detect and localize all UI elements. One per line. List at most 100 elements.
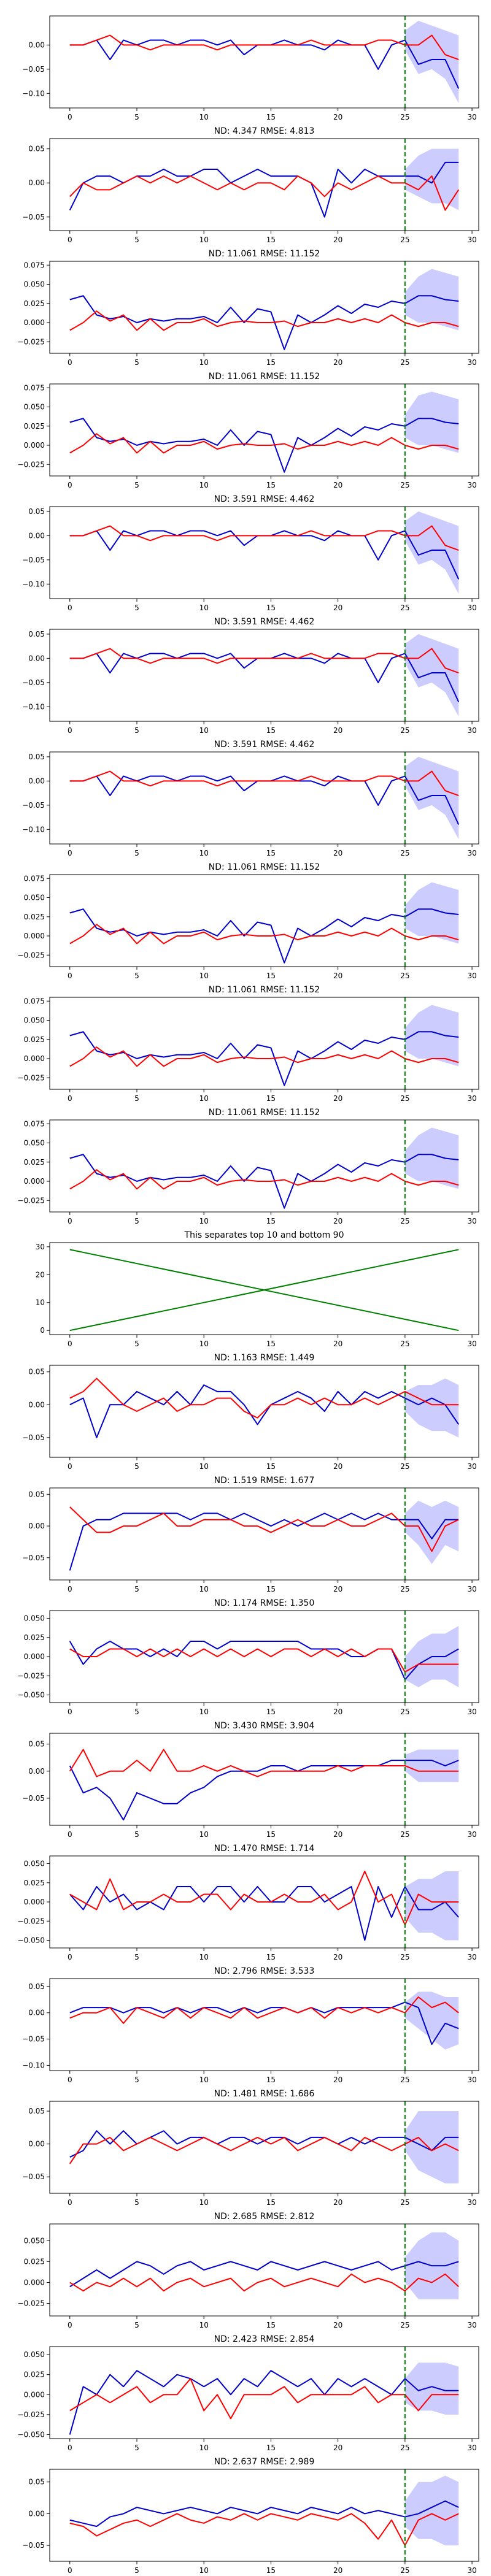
axes-frame [49,2223,479,2317]
chart-title: ND: 1.519 RMSE: 1.677 [214,1476,315,1485]
x-tick-label: 25 [400,113,409,121]
plot-area [69,384,459,476]
axes-frame [49,1119,479,1213]
x-tick-label: 0 [68,1585,72,1593]
plot-area [69,2469,459,2561]
series-line-red [69,770,459,796]
x-tick-label: 15 [266,1708,276,1716]
y-tick-label: 0.075 [24,261,45,269]
x-tick-label: 5 [134,1708,139,1716]
x-tick-label: 20 [333,2198,342,2207]
x-tick-label: 30 [467,2076,476,2084]
y-tick-label: −0.050 [18,1936,45,1945]
chart-title: ND: 1.470 RMSE: 1.714 [214,1844,315,1853]
x-tick-label: 5 [134,1094,139,1103]
x-tick-label: 10 [199,481,209,489]
x-tick-label: 15 [266,236,276,244]
y-tick-label: 0.00 [28,776,45,785]
x-tick-label: 10 [199,1708,209,1716]
x-tick-label: 5 [134,481,139,489]
x-tick-label: 0 [68,1217,72,1225]
series-line-blue [69,1031,459,1086]
y-tick-label: 0.050 [24,894,45,902]
x-tick-label: 10 [199,972,209,980]
series-line-blue [69,1384,460,1438]
plot-area [69,875,459,967]
x-tick-label: 20 [333,604,342,612]
plot-area [69,1249,459,1332]
x-tick-label: 5 [134,972,139,980]
series-line-red [69,525,459,551]
x-tick-label: 10 [199,236,209,244]
confidence-band [404,148,459,210]
chart-title: ND: 1.481 RMSE: 1.686 [214,2089,315,2099]
y-tick-label: 0.00 [28,2140,45,2149]
x-tick-label: 10 [199,2566,209,2575]
plot-area [69,1733,459,1825]
x-tick-label: 25 [400,1708,409,1716]
series-line-red [69,1169,459,1190]
y-tick-label: −0.025 [18,337,45,346]
y-tick-label: 0.025 [24,913,45,921]
y-tick-label: 0.00 [28,654,45,662]
x-tick-label: 30 [467,604,476,612]
x-tick-label: 20 [333,1830,342,1839]
axes-frame [49,15,479,109]
series-line-blue [69,418,459,473]
x-tick-label: 25 [400,1830,409,1839]
x-tick-label: 0 [68,1094,72,1103]
y-tick-label: 0.075 [24,383,45,392]
chart-title: ND: 11.061 RMSE: 11.152 [209,862,320,872]
chart-panel-8: ND: 11.061 RMSE: 11.152 0 5 10 15 20 25 30 −0.02… [18,862,479,980]
y-tick-label: 0.000 [24,932,45,940]
y-tick-label: −0.05 [22,678,45,687]
series-line-blue [69,2370,459,2435]
series-line-blue [69,2130,459,2158]
confidence-band [404,1127,459,1189]
x-tick-label: 20 [333,236,342,244]
x-tick-label: 0 [68,1340,72,1348]
y-tick-label: 0.05 [28,1982,45,1991]
chart-title: ND: 11.061 RMSE: 11.152 [209,1108,320,1117]
x-tick-label: 15 [266,1953,276,1961]
x-tick-label: 0 [68,2444,72,2452]
x-tick-label: 25 [400,726,409,735]
x-tick-label: 30 [467,1462,476,1471]
chart-panel-9: ND: 11.061 RMSE: 11.152 0 5 10 15 20 25 30 −0.02… [18,985,479,1103]
y-tick-label: 0.050 [24,2236,45,2245]
x-tick-label: 5 [134,1462,139,1471]
x-tick-label: 25 [400,1094,409,1103]
x-tick-label: 10 [199,2076,209,2084]
chart-panel-14: ND: 1.174 RMSE: 1.350 0 5 10 15 20 25 30 −0.050 −… [18,1598,479,1716]
plot-area [69,629,460,721]
y-tick-label: 0.00 [28,1767,45,1776]
x-tick-label: 15 [266,1585,276,1593]
x-tick-label: 20 [333,849,342,857]
y-tick-label: −0.05 [22,1554,45,1562]
x-tick-label: 30 [467,972,476,980]
chart-title: ND: 3.591 RMSE: 4.462 [214,494,315,504]
chart-panel-12: ND: 1.163 RMSE: 1.449 0 5 10 15 20 25 30 −0.05 0.… [22,1353,479,1471]
chart-panel-20: ND: 2.423 RMSE: 2.854 0 5 10 15 20 25 30 −0.050 −… [18,2334,479,2452]
confidence-band [404,2111,459,2183]
chart-title: ND: 11.061 RMSE: 11.152 [209,985,320,995]
x-tick-label: 25 [400,1585,409,1593]
axes-frame [49,506,479,599]
plot-area [69,261,459,353]
y-tick-label: 0.050 [24,1016,45,1025]
series-line-red [69,2378,459,2420]
series-line-blue [69,2500,459,2528]
chart-panel-6: ND: 3.591 RMSE: 4.462 0 5 10 15 20 25 30 −0.10 −0… [22,617,479,735]
chart-panel-21: ND: 2.637 RMSE: 2.989 0 5 10 15 20 25 30 −0.05 0.… [22,2457,479,2575]
x-tick-label: 25 [400,1462,409,1471]
axes-frame [49,1978,479,2071]
y-tick-label: −0.10 [22,702,45,711]
y-tick-label: 0.000 [24,1652,45,1661]
x-tick-label: 20 [333,1462,342,1471]
y-tick-label: 0.025 [24,2371,45,2379]
plot-area [69,16,460,108]
y-tick-label: 0.05 [28,753,45,761]
y-tick-label: 10 [36,1298,45,1307]
y-tick-label: 0.025 [24,2257,45,2266]
plot-area [69,139,460,231]
